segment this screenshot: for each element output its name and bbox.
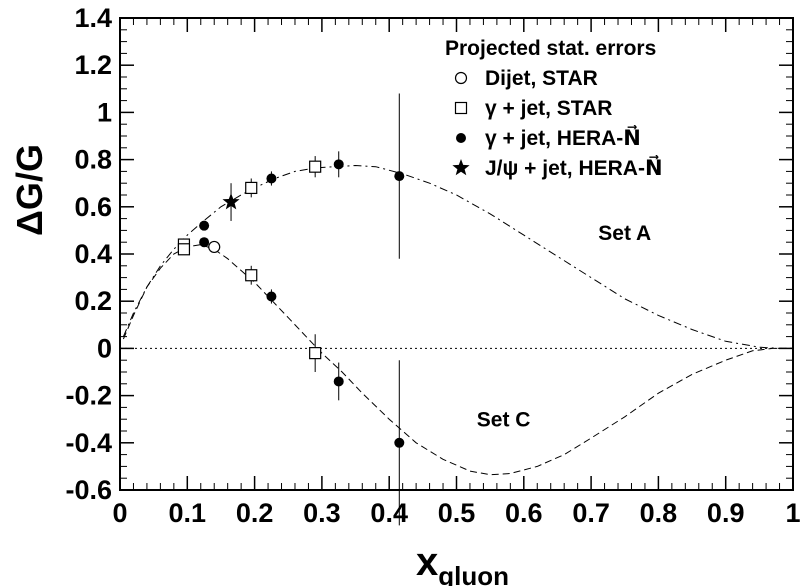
curve-annotation: Set A bbox=[598, 222, 651, 245]
legend-entry: Dijet, STAR bbox=[485, 67, 598, 90]
data-point bbox=[266, 291, 277, 302]
legend-entry: γ + jet, HERA-N⃗ bbox=[485, 125, 641, 150]
x-tick-label: 0.7 bbox=[572, 498, 610, 528]
x-tick-label: 0.3 bbox=[303, 498, 341, 528]
plot-frame bbox=[119, 17, 794, 491]
data-point bbox=[394, 171, 405, 182]
y-tick-label: 0.4 bbox=[74, 239, 112, 269]
y-tick-label: 0.6 bbox=[74, 192, 112, 222]
data-point bbox=[266, 173, 277, 184]
data-point bbox=[199, 220, 210, 231]
data-point bbox=[222, 193, 240, 210]
data-point bbox=[309, 347, 322, 360]
data-point bbox=[333, 376, 344, 387]
x-tick-label: 0.6 bbox=[505, 498, 543, 528]
data-point bbox=[245, 181, 258, 195]
legend-entry: J/ψ + jet, HERA-N⃗ bbox=[485, 155, 663, 180]
y-tick-label: 1.2 bbox=[74, 50, 112, 80]
data-point bbox=[394, 437, 405, 448]
x-tick-label: 1 bbox=[785, 498, 800, 528]
x-tick-label: 0.8 bbox=[640, 498, 678, 528]
x-axis-title-sub: gluon bbox=[438, 561, 509, 586]
y-tick-label: -0.2 bbox=[65, 381, 112, 411]
data-point bbox=[245, 269, 258, 282]
x-tick-label: 0.4 bbox=[370, 498, 408, 528]
x-tick-label: 0.5 bbox=[438, 498, 476, 528]
y-tick-label: 1 bbox=[97, 97, 112, 127]
data-point bbox=[177, 243, 191, 256]
y-tick-label: -0.6 bbox=[65, 475, 112, 505]
y-tick-label: 0 bbox=[97, 333, 112, 363]
x-tick-label: 0.1 bbox=[169, 498, 207, 528]
y-axis-title: ΔG/G bbox=[9, 144, 50, 236]
x-tick-label: 0.9 bbox=[707, 498, 745, 528]
curve-annotation: Set C bbox=[477, 408, 531, 431]
y-tick-label: -0.4 bbox=[65, 428, 112, 458]
data-point bbox=[333, 159, 344, 170]
x-tick-label: 0.2 bbox=[236, 498, 274, 528]
x-tick-label: 0 bbox=[112, 498, 127, 528]
legend-marker bbox=[452, 159, 470, 176]
legend-marker bbox=[454, 71, 468, 85]
set-c-curve bbox=[122, 244, 793, 476]
legend-marker bbox=[454, 101, 468, 115]
data-point bbox=[199, 237, 210, 248]
data-point bbox=[208, 240, 221, 254]
y-tick-label: 0.8 bbox=[74, 145, 112, 175]
legend-title: Projected stat. errors bbox=[445, 37, 656, 60]
legend-entry: γ + jet, STAR bbox=[485, 97, 612, 120]
x-axis-title-main: x bbox=[416, 540, 438, 584]
data-point bbox=[309, 160, 322, 173]
set-a-curve bbox=[122, 164, 793, 349]
y-tick-label: 1.4 bbox=[74, 3, 112, 33]
x-axis-title: xgluon bbox=[416, 540, 509, 586]
legend-marker bbox=[456, 133, 466, 143]
y-tick-label: 0.2 bbox=[74, 286, 112, 316]
